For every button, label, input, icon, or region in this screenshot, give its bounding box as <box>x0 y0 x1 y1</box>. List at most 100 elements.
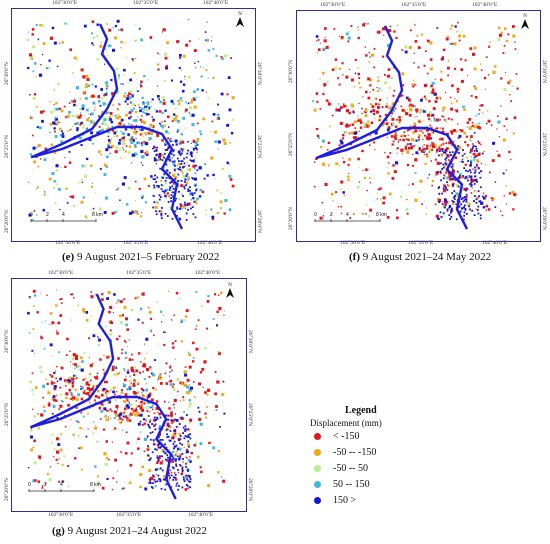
displacement-pixel <box>399 195 403 198</box>
displacement-pixel <box>173 472 176 474</box>
displacement-pixel <box>502 52 505 54</box>
displacement-pixel <box>68 379 72 383</box>
displacement-pixel <box>195 189 197 192</box>
displacement-pixel <box>145 383 147 385</box>
displacement-pixel <box>119 300 123 304</box>
displacement-pixel <box>147 132 150 135</box>
displacement-pixel <box>194 200 198 203</box>
displacement-pixel <box>181 466 184 469</box>
displacement-pixel <box>467 175 471 179</box>
displacement-pixel <box>425 207 427 209</box>
displacement-pixel <box>431 130 435 134</box>
displacement-pixel <box>398 116 401 119</box>
displacement-pixel <box>60 167 62 169</box>
displacement-pixel <box>36 126 39 129</box>
displacement-pixel <box>120 83 122 85</box>
displacement-pixel <box>479 105 481 107</box>
displacement-pixel <box>463 199 466 202</box>
displacement-pixel <box>139 307 143 311</box>
displacement-pixel <box>401 152 403 155</box>
displacement-pixel <box>81 360 84 363</box>
displacement-pixel <box>396 152 398 154</box>
displacement-pixel <box>128 402 131 404</box>
displacement-pixel <box>101 97 104 100</box>
displacement-pixel <box>50 110 54 114</box>
displacement-pixel <box>27 39 30 41</box>
displacement-pixel <box>177 447 179 450</box>
displacement-pixel <box>70 293 72 296</box>
displacement-pixel <box>322 93 325 96</box>
displacement-pixel <box>458 152 460 154</box>
displacement-pixel <box>347 40 350 43</box>
displacement-pixel <box>109 112 113 115</box>
displacement-pixel <box>152 118 155 122</box>
displacement-pixel <box>228 108 232 112</box>
displacement-pixel <box>159 210 163 213</box>
displacement-pixel <box>128 91 132 95</box>
displacement-pixel <box>31 388 34 392</box>
displacement-pixel <box>164 144 167 146</box>
displacement-pixel <box>206 300 210 303</box>
displacement-pixel <box>111 129 115 132</box>
displacement-pixel <box>146 395 149 398</box>
displacement-pixel <box>461 158 464 161</box>
displacement-pixel <box>114 458 117 462</box>
displacement-pixel <box>465 169 467 172</box>
displacement-pixel <box>171 157 173 159</box>
displacement-pixel <box>221 167 224 170</box>
displacement-pixel <box>478 109 481 111</box>
displacement-pixel <box>40 413 44 417</box>
displacement-pixel <box>472 52 476 56</box>
displacement-pixel <box>174 358 177 360</box>
legend-label: -50 -- 50 <box>333 462 368 474</box>
displacement-pixel <box>151 451 154 454</box>
displacement-pixel <box>475 163 478 166</box>
displacement-pixel <box>45 320 47 322</box>
displacement-pixel <box>461 154 464 157</box>
displacement-pixel <box>433 92 437 96</box>
displacement-pixel <box>194 144 197 147</box>
displacement-pixel <box>86 391 90 395</box>
displacement-pixel <box>367 77 371 81</box>
displacement-pixel <box>167 137 169 140</box>
displacement-pixel <box>111 211 115 215</box>
displacement-pixel <box>415 151 419 155</box>
displacement-pixel <box>444 185 447 188</box>
displacement-pixel <box>128 358 132 361</box>
displacement-pixel <box>455 109 459 113</box>
displacement-pixel <box>438 198 442 202</box>
scale-label: 2 <box>46 212 49 218</box>
displacement-pixel <box>49 373 51 376</box>
displacement-pixel <box>480 104 484 107</box>
displacement-pixel <box>218 382 221 384</box>
displacement-pixel <box>109 417 112 420</box>
displacement-pixel <box>448 161 450 163</box>
displacement-pixel <box>124 351 128 355</box>
displacement-pixel <box>509 84 511 86</box>
displacement-pixel <box>129 78 132 82</box>
displacement-pixel <box>104 462 108 467</box>
displacement-pixel <box>180 319 184 323</box>
displacement-pixel <box>76 377 78 379</box>
displacement-pixel <box>145 406 149 410</box>
displacement-pixel <box>168 407 171 410</box>
displacement-pixel <box>390 26 392 28</box>
displacement-pixel <box>455 183 459 187</box>
displacement-pixel <box>152 128 154 131</box>
displacement-pixel <box>58 127 62 131</box>
displacement-pixel <box>168 290 170 293</box>
displacement-pixel <box>406 199 408 201</box>
displacement-pixel <box>135 110 138 114</box>
displacement-pixel <box>179 455 182 458</box>
displacement-pixel <box>469 183 471 186</box>
displacement-pixel <box>187 470 189 472</box>
displacement-pixel <box>404 147 408 150</box>
displacement-pixel <box>188 168 192 172</box>
displacement-pixel <box>174 413 177 415</box>
displacement-pixel <box>192 356 195 359</box>
displacement-pixel <box>443 189 446 193</box>
displacement-pixel <box>184 315 188 318</box>
displacement-pixel <box>166 192 169 195</box>
displacement-pixel <box>164 372 167 375</box>
displacement-pixel <box>376 87 378 89</box>
